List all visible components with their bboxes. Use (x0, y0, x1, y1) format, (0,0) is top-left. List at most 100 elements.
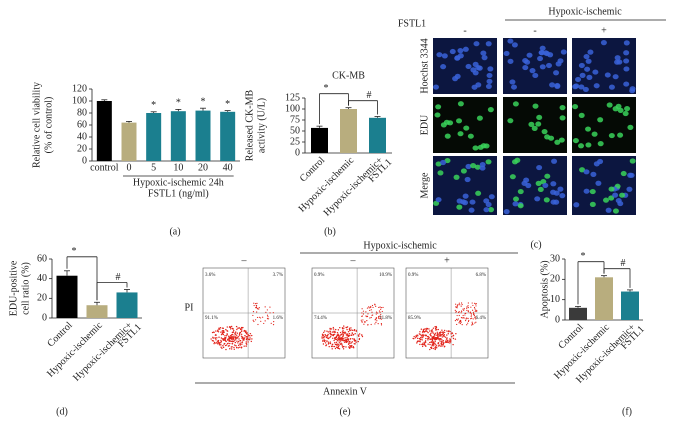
nucleus (509, 79, 516, 85)
y-tick-label: 120 (72, 83, 87, 94)
event (332, 328, 335, 330)
event (450, 341, 452, 343)
event (459, 319, 461, 322)
nucleus (543, 197, 550, 203)
nucleus (583, 169, 590, 175)
event (322, 334, 325, 336)
event (458, 322, 460, 324)
event (332, 337, 334, 339)
event (237, 336, 240, 338)
event (463, 317, 465, 319)
event (432, 347, 434, 350)
event (213, 341, 216, 344)
event (432, 332, 434, 334)
nucleus (503, 209, 510, 215)
micrograph (572, 156, 636, 215)
event (354, 340, 357, 342)
event (347, 343, 350, 345)
event (325, 336, 328, 339)
nucleus (487, 107, 494, 113)
nucleus (578, 143, 585, 149)
significance-mark: * (151, 100, 156, 111)
event (471, 324, 473, 326)
event (465, 317, 468, 319)
nucleus (553, 70, 560, 76)
event (227, 338, 229, 341)
panel-label: (c) (530, 239, 541, 250)
quadrant-value: 10.9% (379, 273, 392, 278)
event (452, 335, 455, 337)
y-tick-label: 0 (555, 314, 560, 325)
event (349, 347, 351, 350)
event (246, 332, 248, 334)
event (345, 346, 347, 348)
event (253, 304, 255, 307)
event (237, 347, 240, 349)
nucleus (591, 131, 598, 137)
y-axis-label: activity (U/L) (256, 98, 267, 153)
event (419, 343, 421, 346)
event (457, 311, 460, 313)
nucleus (560, 49, 567, 55)
event (245, 338, 248, 341)
event (380, 324, 383, 326)
event (417, 340, 419, 342)
event (332, 326, 335, 329)
event (467, 306, 469, 309)
event (434, 334, 436, 336)
y-tick-label: 10 (550, 294, 560, 305)
event (221, 330, 223, 332)
event (471, 302, 473, 304)
event (326, 337, 329, 339)
nucleus (542, 50, 549, 56)
y-tick-label: 60 (37, 253, 47, 264)
event (350, 346, 353, 348)
event (362, 310, 365, 312)
error-bar (601, 275, 607, 278)
nucleus (481, 55, 488, 61)
event (245, 336, 248, 338)
y-tick-label: 60 (77, 119, 87, 130)
nucleus (541, 129, 548, 135)
event (236, 332, 239, 334)
event (435, 338, 438, 341)
event (430, 330, 432, 332)
x-tick-label: control (90, 162, 119, 173)
event (439, 340, 441, 342)
nucleus (557, 186, 564, 192)
event (221, 327, 224, 329)
event (441, 333, 443, 336)
nucleus (536, 114, 543, 121)
y-axis-label: PI (185, 302, 194, 313)
event (220, 342, 222, 344)
event (229, 340, 232, 342)
event (329, 330, 331, 332)
event (370, 306, 372, 309)
event (369, 317, 371, 319)
event (466, 307, 468, 309)
event (430, 335, 432, 337)
treatment-label: FSTL1 (398, 18, 426, 29)
nucleus (433, 84, 440, 90)
event (460, 316, 463, 319)
event (353, 338, 356, 340)
event (475, 305, 477, 307)
event (370, 305, 372, 308)
nucleus (507, 38, 514, 44)
event (241, 341, 244, 343)
significance-mark: # (367, 90, 372, 101)
event (366, 315, 368, 318)
event (233, 344, 236, 346)
nucleus (544, 173, 551, 179)
event (442, 332, 444, 335)
bar (86, 305, 108, 318)
error-bar (175, 109, 182, 112)
event (358, 338, 361, 341)
event (241, 343, 243, 345)
event (340, 338, 342, 341)
nucleus (614, 55, 621, 61)
column-sign: - (533, 25, 536, 36)
nucleus (453, 174, 460, 180)
nucleus (485, 201, 492, 208)
event (347, 335, 350, 338)
